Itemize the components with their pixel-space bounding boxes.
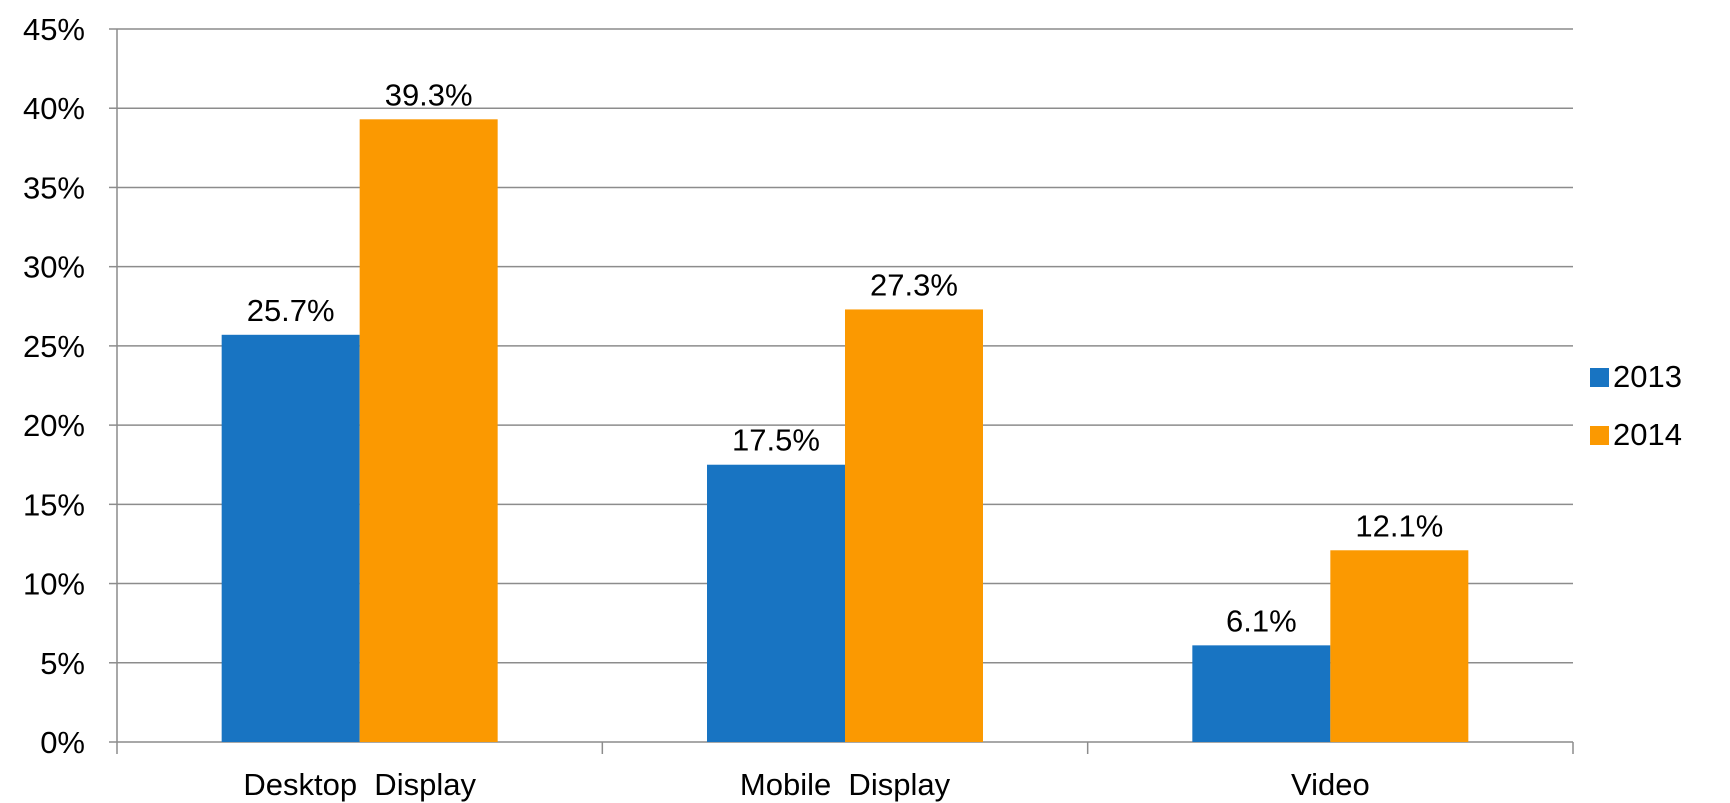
y-tick-label: 25% <box>23 329 85 364</box>
data-label: 6.1% <box>1226 603 1297 638</box>
data-label: 12.1% <box>1355 508 1443 543</box>
data-label: 39.3% <box>385 77 473 112</box>
legend-swatch <box>1590 426 1609 445</box>
data-label: 27.3% <box>870 267 958 302</box>
x-tick-label: Mobile Display <box>740 767 951 802</box>
bars <box>221 119 1469 742</box>
bar-2014 <box>359 119 498 742</box>
x-tick-label: Desktop Display <box>243 767 476 802</box>
y-tick-label: 40% <box>23 91 85 126</box>
y-tick-label: 5% <box>40 646 85 681</box>
y-tick-label: 20% <box>23 408 85 443</box>
y-tick-label: 45% <box>23 12 85 47</box>
legend-label: 2014 <box>1613 417 1682 452</box>
y-axis: 0% 5% 10% 15% 20% 25% 30% 35% 40% 45% <box>23 12 118 760</box>
x-axis: Desktop Display Mobile Display Video <box>116 741 1574 802</box>
y-tick-label: 35% <box>23 170 85 205</box>
bar-2013 <box>1192 645 1331 742</box>
x-tick-label: Video <box>1291 767 1370 802</box>
bar-2013 <box>221 334 360 742</box>
y-tick-label: 30% <box>23 250 85 285</box>
bar-2014 <box>1330 550 1469 742</box>
legend: 2013 2014 <box>1590 359 1682 452</box>
data-label: 17.5% <box>732 423 820 458</box>
data-label: 25.7% <box>247 293 335 328</box>
y-tick-label: 15% <box>23 487 85 522</box>
legend-label: 2013 <box>1613 359 1682 394</box>
data-labels: 25.7% 39.3% 17.5% 27.3% 6.1% 12.1% <box>247 77 1444 638</box>
y-tick-label: 0% <box>40 725 85 760</box>
bar-2014 <box>845 309 983 742</box>
legend-swatch <box>1590 368 1609 387</box>
y-tick-label: 10% <box>23 567 85 602</box>
bar-2013 <box>707 464 845 742</box>
